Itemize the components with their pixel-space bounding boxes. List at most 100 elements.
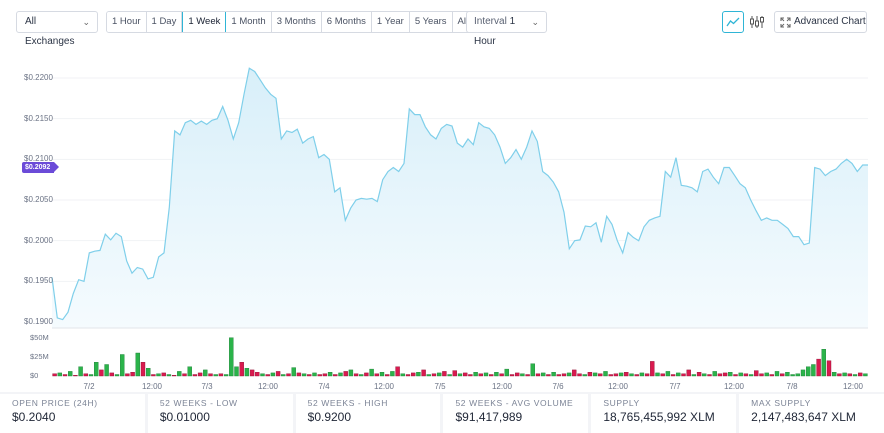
range-3-months[interactable]: 3 Months (271, 12, 322, 32)
volume-bar (244, 368, 250, 377)
volume-bar (847, 373, 852, 377)
volume-bar (385, 374, 390, 377)
volume-bar (629, 373, 634, 377)
line-chart-button[interactable] (722, 11, 744, 33)
volume-bar (816, 358, 821, 377)
price-chart[interactable] (0, 0, 884, 392)
volume-bar (177, 371, 182, 377)
range-5-years[interactable]: 5 Years (409, 12, 453, 32)
range-1-day[interactable]: 1 Day (146, 12, 183, 32)
advanced-chart-button[interactable]: Advanced Chart (774, 11, 867, 33)
range-6-months[interactable]: 6 Months (321, 12, 372, 32)
price-tick-label: $0.1900 (24, 317, 53, 326)
volume-bar (582, 374, 587, 377)
price-area (52, 68, 868, 328)
current-price-tag: $0.2092 (22, 162, 60, 173)
volume-bar (728, 372, 733, 377)
volume-bar (748, 374, 754, 377)
stat-value: $0.2040 (12, 410, 56, 424)
volume-bar (411, 372, 416, 377)
line-chart-icon (726, 17, 740, 27)
time-tick-label: 12:00 (257, 382, 279, 391)
volume-bar (62, 374, 68, 377)
volume-bar (114, 374, 120, 377)
volume-bar (333, 374, 338, 377)
volume-bar (624, 372, 629, 377)
range-1-month[interactable]: 1 Month (226, 12, 272, 32)
volume-bar (483, 372, 489, 377)
stat-supply: SUPPLY 18,765,455,992 XLM (591, 394, 737, 433)
volume-bar (400, 373, 405, 377)
volume-bar (780, 373, 785, 377)
price-tick-label: $0.2150 (24, 113, 53, 123)
volume-bar (551, 372, 556, 377)
volume-bar (468, 374, 473, 377)
volume-bar (239, 362, 244, 377)
volume-bar (566, 372, 572, 377)
volume-bar (660, 373, 665, 377)
exchange-select[interactable]: All Exchanges ⌄ (16, 11, 98, 47)
range-1-hour[interactable]: 1 Hour (107, 12, 147, 32)
volume-bar (260, 373, 265, 377)
volume-bar (842, 372, 847, 377)
expand-icon (780, 17, 791, 28)
time-tick-label: 7/5 (434, 382, 446, 391)
volume-bar (275, 371, 281, 377)
volume-bar (291, 367, 296, 377)
volume-bar (208, 373, 213, 377)
stat-value: 2,147,483,647 XLM (751, 410, 856, 424)
volume-bar (182, 373, 187, 377)
volume-bar (265, 374, 270, 377)
time-tick-label: 7/8 (786, 382, 798, 391)
volume-bar (390, 371, 395, 377)
volume-bar (229, 337, 234, 377)
volume-bar (535, 373, 541, 377)
volume-bar (795, 373, 800, 377)
volume-bar (759, 373, 764, 377)
price-tick-label: $0.2050 (24, 195, 53, 204)
indicators-button[interactable] (746, 11, 768, 33)
advanced-chart-label: Advanced Chart (794, 16, 866, 27)
stat-label: 52 WEEKS - HIGH (307, 398, 388, 408)
volume-bar (234, 366, 239, 377)
range-1-week[interactable]: 1 Week (182, 12, 227, 32)
time-tick-label: 7/3 (201, 382, 213, 391)
volume-bar (364, 372, 369, 377)
volume-bar (359, 374, 364, 377)
volume-bar (722, 372, 728, 377)
stats-bar: OPEN PRICE (24H) $0.2040 52 WEEKS - LOW … (0, 394, 884, 433)
volume-bar (618, 372, 624, 377)
volume-bar (296, 372, 302, 377)
stat-label: 52 WEEKS - LOW (159, 398, 238, 408)
volume-bar (592, 372, 598, 377)
volume-bar (702, 373, 707, 377)
volume-bar (774, 371, 780, 377)
volume-bar (691, 374, 697, 377)
volume-bar (639, 372, 645, 377)
volume-bar (140, 362, 146, 377)
volume-bar (509, 374, 515, 377)
volume-bar (504, 368, 509, 377)
volume-bar (395, 366, 400, 377)
interval-select[interactable]: Interval 1 Hour ⌄ (466, 11, 547, 47)
volume-bar (754, 370, 759, 377)
volume-bar (530, 363, 535, 377)
volume-bar (613, 373, 619, 377)
time-tick-label: 12:00 (373, 382, 395, 391)
volume-bar (525, 374, 530, 377)
indicators-icon (750, 16, 764, 28)
volume-bar (151, 374, 156, 377)
volume-bar (348, 369, 354, 377)
chart-card: All Exchanges ⌄ 1 Hour 1 Day 1 Week 1 Mo… (0, 0, 884, 392)
volume-bar (145, 368, 151, 377)
stat-52w-low: 52 WEEKS - LOW $0.01000 (147, 394, 293, 433)
volume-bar (696, 372, 702, 377)
chart-toolbar: All Exchanges ⌄ 1 Hour 1 Day 1 Week 1 Mo… (0, 0, 884, 47)
volume-bar (301, 373, 307, 377)
range-1-year[interactable]: 1 Year (371, 12, 410, 32)
volume-bar (223, 374, 229, 377)
volume-bar (572, 369, 577, 377)
time-tick-label: 12:00 (607, 382, 629, 391)
price-tick-label: $0.2000 (24, 235, 53, 245)
time-tick-label: 12:00 (723, 382, 745, 391)
